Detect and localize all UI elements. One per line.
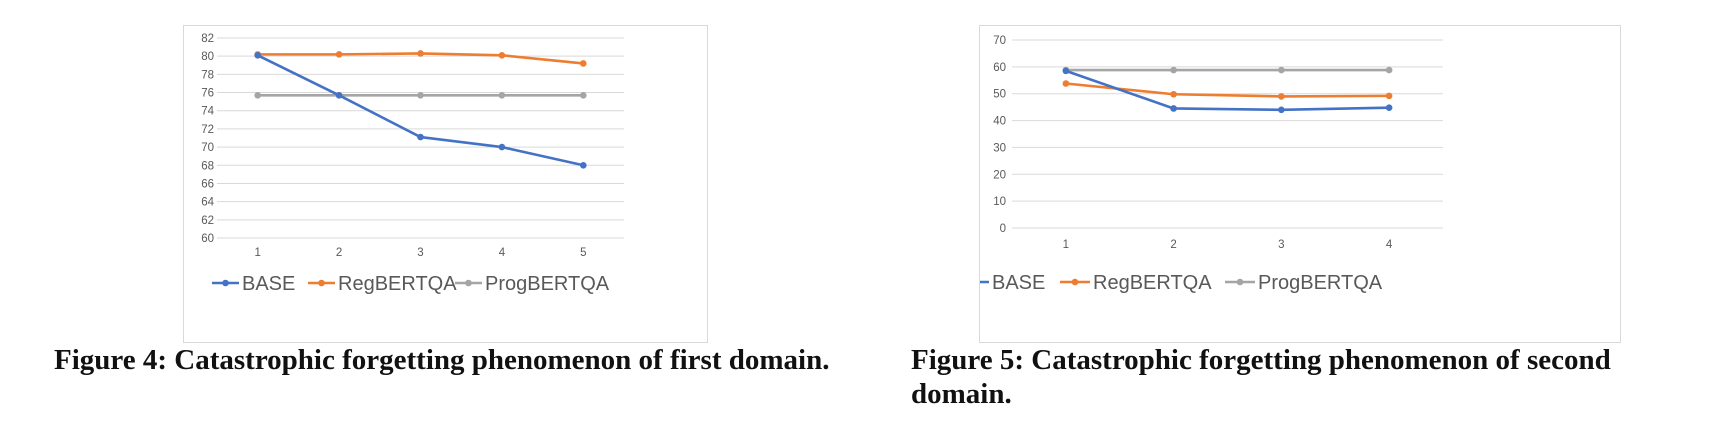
fig5-legend-marker-progbertqa [1236,278,1244,286]
fig5-y-tick-label: 0 [1000,223,1006,235]
fig4-legend-marker-progbertqa [465,279,472,287]
fig4-point-progbertqa [254,91,261,99]
figure-4-caption: Figure 4: Catastrophic forgetting phenom… [54,344,830,376]
fig4-point-progbertqa [498,91,506,99]
fig4-legend-label-progbertqa: ProgBERTQA [485,273,610,295]
fig4-x-tick-label: 5 [580,247,586,259]
fig4-x-tick-label: 2 [336,247,342,259]
fig4-y-tick-label: 82 [201,33,214,45]
fig4-y-tick-label: 72 [201,124,214,136]
fig5-legend-label-regbertqa: RegBERTQA [1093,272,1212,294]
fig5-point-regbertqa [1278,93,1285,100]
fig4-point-progbertqa [417,91,424,99]
fig5-point-base [1385,104,1393,111]
fig4-legend-label-base: BASE [242,273,295,295]
fig4-legend-marker-regbertqa [318,279,325,287]
fig4-point-regbertqa [335,51,343,58]
fig4-point-regbertqa [580,60,587,67]
fig5-y-tick-label: 50 [993,89,1006,101]
fig5-y-tick-label: 30 [993,142,1006,154]
fig5-y-tick-label: 10 [993,196,1006,208]
fig5-series-line-regbertqa [1064,82,1391,98]
fig4-point-regbertqa [417,50,424,57]
fig4-legend-item-regbertqa: RegBERTQA [308,273,457,295]
fig5-y-tick-label: 20 [993,169,1006,181]
fig4-y-tick-label: 68 [201,160,214,172]
fig4-y-tick-label: 64 [201,197,214,209]
fig4-legend-item-progbertqa: ProgBERTQA [455,273,610,295]
fig5-point-regbertqa [1385,92,1393,100]
fig5-x-tick-label: 2 [1170,239,1176,251]
fig4-y-tick-label: 60 [201,233,214,245]
fig4-y-tick-label: 66 [201,178,214,190]
fig4-x-tick-label: 3 [417,247,423,259]
figure-5-plot: 0 10 20 30 40 50 60 70 1 2 3 4 BASE RegBERTQA ProgBERT… [980,35,1443,294]
fig5-legend-item-regbertqa: RegBERTQA [1060,272,1212,294]
fig5-point-regbertqa [1062,80,1070,87]
fig4-y-tick-label: 70 [201,142,214,154]
fig5-y-tick-label: 40 [993,116,1006,128]
fig5-legend-label-base: BASE [992,272,1045,294]
fig4-y-tick-label: 78 [201,69,214,81]
fig5-legend-item-base: BASE [980,272,1045,294]
fig4-x-tick-label: 4 [499,247,506,259]
fig5-legend-marker-regbertqa [1071,278,1079,286]
fig5-point-regbertqa [1170,90,1177,98]
fig5-x-tick-label: 1 [1063,239,1069,251]
fig5-series-line-base [1064,69,1391,112]
fig4-point-base [254,51,261,59]
fig5-x-tick-label: 3 [1278,239,1284,251]
fig4-y-tick-label: 62 [201,215,214,227]
fig4-point-progbertqa [580,91,587,99]
figure-5-caption: Figure 5: Catastrophic forgetting phenom… [911,344,1611,410]
fig4-y-tick-label: 76 [201,88,214,100]
fig4-point-base [580,161,587,169]
fig4-point-base [335,91,343,99]
fig5-point-base [1170,105,1177,112]
fig5-point-progbertqa [1278,66,1285,74]
fig5-legend-item-progbertqa: ProgBERTQA [1225,272,1383,294]
fig5-point-base [1062,67,1070,75]
fig4-legend-label-regbertqa: RegBERTQA [338,273,457,295]
figure-4-plot: 60 62 64 66 68 70 72 74 76 78 80 82 1 2 3 4 5 BASE RegBERT… [201,33,624,295]
fig4-x-tick-label: 1 [254,247,260,259]
fig4-y-tick-label: 80 [201,51,214,63]
fig4-legend-marker-base [222,279,229,287]
fig5-point-progbertqa [1385,66,1393,74]
fig5-x-tick-label: 4 [1386,239,1393,251]
fig5-legend-label-progbertqa: ProgBERTQA [1258,272,1383,294]
figure-4-chart: 60 62 64 66 68 70 72 74 76 78 80 82 1 2 3 4 5 BASE RegBERT… [183,25,708,343]
fig4-point-base [498,143,506,151]
fig5-y-tick-label: 60 [993,62,1006,74]
fig4-point-regbertqa [498,51,506,59]
fig5-point-base [1278,106,1285,114]
fig4-point-base [417,133,424,141]
fig4-legend-item-base: BASE [212,273,295,295]
fig5-y-tick-label: 70 [993,35,1006,47]
figure-5-chart: 0 10 20 30 40 50 60 70 1 2 3 4 BASE RegBERTQA ProgBERT… [979,25,1621,343]
fig5-point-progbertqa [1170,66,1177,74]
fig4-y-tick-label: 74 [201,106,214,118]
